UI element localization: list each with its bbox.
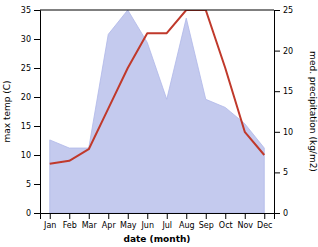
x-tick-label: Jun bbox=[141, 221, 155, 230]
y-tick: 35 bbox=[21, 6, 40, 15]
y2-tick-mark bbox=[274, 91, 280, 92]
y-axis: 0 5 10 15 20 25 30 35 bbox=[21, 6, 41, 218]
y-tick-label: 15 bbox=[21, 122, 31, 131]
y-tick: 30 bbox=[21, 35, 40, 44]
precipitation-area bbox=[50, 10, 265, 213]
x-tick-label: Jul bbox=[161, 221, 172, 230]
y2-tick-label: 20 bbox=[283, 47, 293, 56]
x-tick: Nov bbox=[237, 213, 253, 230]
x-tick-label: Apr bbox=[102, 221, 117, 230]
x-tick-mark bbox=[147, 213, 148, 219]
x-tick-mark bbox=[89, 213, 90, 219]
marks bbox=[50, 10, 265, 213]
y-tick-label: 20 bbox=[21, 93, 31, 102]
y-tick-label: 5 bbox=[26, 180, 31, 189]
y2-tick: 15 bbox=[274, 87, 293, 96]
x-tick: May bbox=[120, 213, 137, 230]
x-tick-label: Dec bbox=[257, 221, 272, 230]
axis-domain bbox=[41, 214, 275, 220]
y2-tick-mark bbox=[274, 213, 280, 214]
x-tick-mark bbox=[108, 213, 109, 219]
x-tick-mark bbox=[245, 213, 246, 219]
x-tick: Feb bbox=[63, 213, 77, 230]
x-tick-mark bbox=[69, 213, 70, 219]
y-tick-mark bbox=[34, 184, 40, 185]
x-tick-mark bbox=[206, 213, 207, 219]
x-tick: Mar bbox=[82, 213, 98, 230]
y2-tick: 20 bbox=[274, 47, 293, 56]
y-tick-label: 35 bbox=[21, 6, 31, 15]
y-tick-mark bbox=[34, 10, 40, 11]
axis-domain bbox=[275, 11, 281, 214]
x-tick-mark bbox=[264, 213, 265, 219]
y2-tick-label: 25 bbox=[283, 6, 293, 15]
y-tick: 10 bbox=[21, 151, 40, 160]
y-tick: 5 bbox=[26, 180, 40, 189]
y-tick-mark bbox=[34, 97, 40, 98]
x-tick-mark bbox=[50, 213, 51, 219]
y-tick: 0 bbox=[26, 209, 40, 218]
x-tick: Jun bbox=[141, 213, 155, 230]
y-axis-title: max temp (C) bbox=[2, 80, 12, 142]
x-tick-label: Aug bbox=[179, 221, 195, 230]
x-tick-label: Oct bbox=[219, 221, 233, 230]
y-tick-mark bbox=[34, 68, 40, 69]
y-tick-label: 0 bbox=[26, 209, 31, 218]
temperature-line bbox=[50, 10, 265, 164]
y-tick-mark bbox=[34, 213, 40, 214]
y-tick: 20 bbox=[21, 93, 40, 102]
x-tick-label: May bbox=[120, 221, 137, 230]
y2-axis: 0 5 10 15 20 25 bbox=[274, 6, 293, 218]
y2-tick-mark bbox=[274, 51, 280, 52]
axis-domain bbox=[34, 11, 41, 214]
plot-frame bbox=[40, 10, 274, 11]
y2-tick-label: 10 bbox=[283, 128, 293, 137]
y-tick: 15 bbox=[21, 122, 40, 131]
y2-tick-label: 15 bbox=[283, 87, 293, 96]
y-tick-label: 10 bbox=[21, 151, 31, 160]
x-tick-label: Jan bbox=[43, 221, 56, 230]
y2-tick: 10 bbox=[274, 128, 293, 137]
y2-tick-label: 5 bbox=[283, 168, 288, 177]
x-tick: Jan bbox=[43, 213, 56, 230]
x-tick-mark bbox=[167, 213, 168, 219]
x-tick: Oct bbox=[219, 213, 233, 230]
y-tick-label: 25 bbox=[21, 64, 31, 73]
x-tick-mark bbox=[186, 213, 187, 219]
x-axis: Jan Feb Mar AprMay Jun Jul Aug Sep Oct Nov Dec bbox=[41, 213, 275, 230]
x-tick: Jul bbox=[161, 213, 172, 230]
x-tick-mark bbox=[128, 213, 129, 219]
x-axis-title: date (month) bbox=[124, 234, 191, 244]
x-tick: Aug bbox=[179, 213, 195, 230]
y-tick-label: 30 bbox=[21, 35, 31, 44]
x-tick-label: Feb bbox=[63, 221, 77, 230]
y-tick-mark bbox=[34, 39, 40, 40]
y2-tick-mark bbox=[274, 10, 280, 11]
x-tick-label: Nov bbox=[237, 221, 253, 230]
y-tick-mark bbox=[34, 126, 40, 127]
y-tick-mark bbox=[34, 155, 40, 156]
y2-tick-mark bbox=[274, 132, 280, 133]
x-tick-label: Sep bbox=[199, 221, 214, 230]
x-tick: Dec bbox=[257, 213, 272, 230]
y2-tick: 0 bbox=[274, 209, 288, 218]
x-tick-mark bbox=[225, 213, 226, 219]
x-tick-label: Mar bbox=[82, 221, 98, 230]
chart-svg: Jan Feb Mar AprMay Jun Jul Aug Sep Oct Nov Dec 0 5 10… bbox=[0, 0, 318, 247]
y-tick: 25 bbox=[21, 64, 40, 73]
y2-tick: 25 bbox=[274, 6, 293, 15]
y2-tick: 5 bbox=[274, 168, 288, 177]
x-tick: Apr bbox=[102, 213, 117, 230]
y2-axis-title: med. precipitation (kg/m2) bbox=[308, 51, 318, 172]
x-tick: Sep bbox=[199, 213, 214, 230]
y2-tick-mark bbox=[274, 172, 280, 173]
plot-area: Jan Feb Mar AprMay Jun Jul Aug Sep Oct Nov Dec 0 5 10… bbox=[21, 6, 293, 230]
y2-tick-label: 0 bbox=[283, 209, 288, 218]
